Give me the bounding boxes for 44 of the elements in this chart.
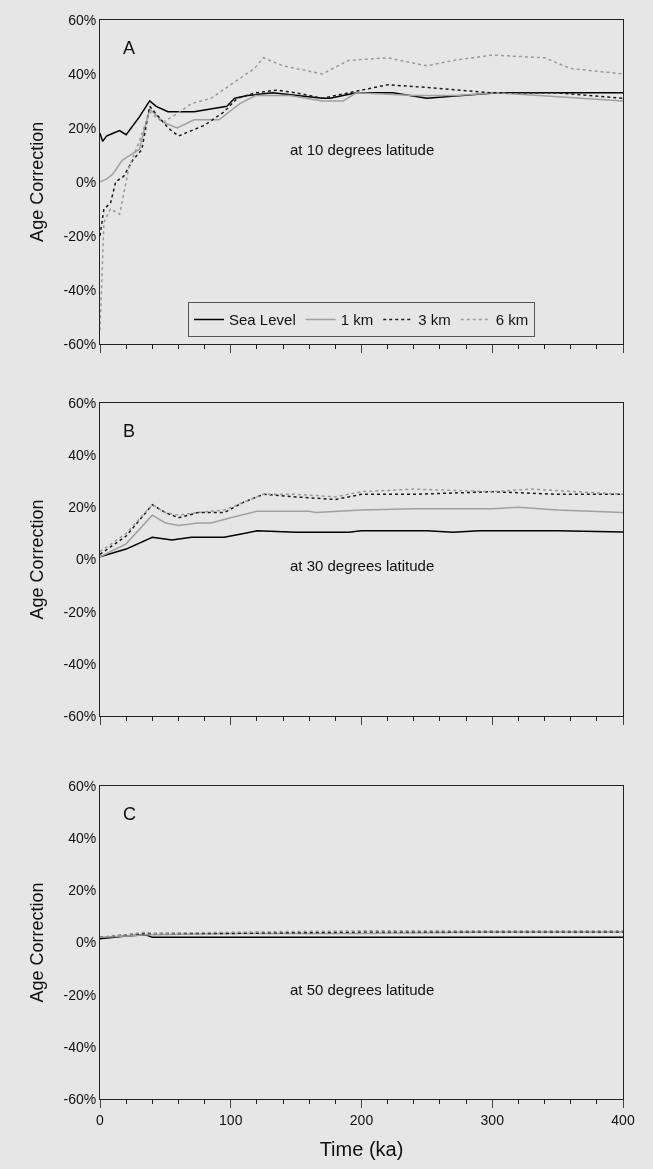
y-tick-label: 20% bbox=[68, 499, 97, 516]
y-tick-label: 40% bbox=[68, 447, 97, 464]
y-tick-label: -40% bbox=[63, 655, 97, 672]
y-tick-label: -40% bbox=[63, 1038, 97, 1055]
text: B bbox=[123, 421, 136, 441]
y-tick-label: 60% bbox=[68, 11, 97, 28]
legend-label: Sea Level bbox=[229, 311, 296, 329]
legend-label: 1 km bbox=[340, 311, 374, 329]
annotation: at 30 degrees latitude bbox=[290, 557, 435, 574]
y-tick-label: 0% bbox=[75, 934, 97, 951]
y-tick-label: -60% bbox=[63, 707, 97, 724]
y-tick-label: -20% bbox=[63, 986, 97, 1003]
line-series bbox=[100, 506, 623, 558]
text: A bbox=[123, 38, 136, 58]
y-tick-label: 60% bbox=[68, 394, 97, 411]
line-series bbox=[100, 92, 623, 143]
y-tick-label: -20% bbox=[63, 227, 97, 244]
legend-label: 6 km bbox=[495, 311, 529, 329]
y-tick-label: 40% bbox=[68, 65, 97, 82]
y-tick-label: 20% bbox=[68, 882, 97, 899]
y-tick-label: -60% bbox=[63, 335, 97, 352]
y-tick-label: -20% bbox=[63, 603, 97, 620]
y-tick-label: 0% bbox=[75, 551, 97, 568]
x-tick-label: 100 bbox=[219, 1111, 243, 1128]
x-tick-label: 300 bbox=[480, 1111, 505, 1128]
y-tick-label: 60% bbox=[68, 777, 97, 794]
y-tick-label: -40% bbox=[63, 281, 97, 298]
line-series bbox=[100, 54, 623, 331]
y-tick-label: 0% bbox=[75, 173, 97, 190]
x-axis-title: Time (ka) bbox=[319, 1138, 404, 1161]
x-tick-label: 400 bbox=[611, 1111, 635, 1128]
annotation: at 10 degrees latitude bbox=[290, 141, 435, 158]
line-series bbox=[100, 530, 623, 558]
annotation: at 50 degrees latitude bbox=[290, 981, 435, 998]
y-tick-label: -60% bbox=[63, 1090, 97, 1107]
y-axis-title: Age Correction bbox=[26, 121, 47, 242]
y-axis-title: Age Correction bbox=[26, 499, 47, 620]
y-tick-label: 20% bbox=[68, 119, 97, 136]
y-tick-label: 40% bbox=[68, 830, 97, 847]
x-tick-label: 200 bbox=[349, 1111, 374, 1128]
text: C bbox=[123, 804, 136, 824]
y-axis-title: Age Correction bbox=[26, 882, 47, 1003]
x-tick-label: 0 bbox=[96, 1111, 105, 1128]
legend-label: 3 km bbox=[418, 311, 451, 329]
